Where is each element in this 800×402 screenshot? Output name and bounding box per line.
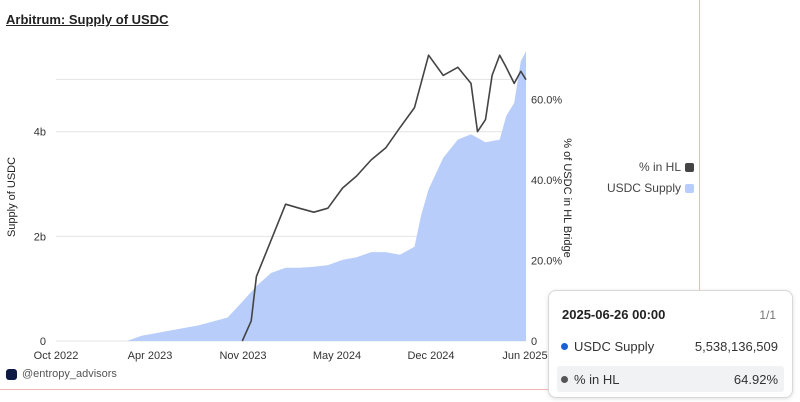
y-right-axis-ticks: 0 20.0% 40.0% 60.0%	[531, 95, 562, 348]
legend-item-hl-percent[interactable]: % in HL	[590, 160, 694, 174]
y-right-tick-label: 0	[531, 336, 537, 348]
legend-label: % in HL	[638, 160, 681, 174]
chart-panel: Arbitrum: Supply of USDC Oct 2022 Apr 202…	[0, 0, 700, 390]
y-left-tick-label: 4b	[34, 127, 46, 139]
chart-tooltip: 2025-06-26 00:00 1/1 USDC Supply 5,538,1…	[548, 290, 793, 398]
tooltip-row-value: 64.92%	[733, 371, 778, 387]
usdc-supply-area-layer	[127, 51, 526, 341]
chart-title: Arbitrum: Supply of USDC	[6, 12, 169, 27]
legend-swatch	[685, 183, 694, 193]
legend-item-usdc-supply[interactable]: USDC Supply	[590, 181, 694, 195]
tooltip-row-usdc-supply: USDC Supply 5,538,136,509	[557, 333, 784, 359]
x-tick-label: Nov 2023	[219, 350, 266, 362]
y-right-tick-label: 20.0%	[531, 256, 562, 268]
entropy-logo-icon	[6, 368, 17, 380]
y-left-tick-label: 0	[40, 336, 46, 348]
x-tick-label: Apr 2023	[128, 350, 173, 362]
legend-swatch	[685, 162, 694, 172]
tooltip-row-hl-percent: % in HL 64.92%	[557, 366, 784, 392]
x-tick-label: Jun 2025	[502, 350, 547, 362]
tooltip-date: 2025-06-26 00:00	[562, 307, 666, 322]
watermark-text: @entropy_advisors	[22, 368, 117, 380]
y-left-tick-label: 2b	[34, 231, 46, 243]
watermark: @entropy_advisors	[6, 368, 117, 380]
x-tick-label: May 2024	[313, 350, 361, 362]
x-tick-label: Oct 2022	[34, 350, 79, 362]
tooltip-row-value: 5,538,136,509	[694, 338, 778, 354]
tooltip-row-label: % in HL	[574, 371, 620, 387]
y-left-axis-title: Supply of USDC	[6, 157, 18, 237]
y-right-tick-label: 40.0%	[531, 175, 562, 187]
y-right-axis-title: % of USDC in HL Bridge	[561, 138, 573, 257]
x-tick-label: Dec 2024	[407, 350, 454, 362]
tooltip-row-label: USDC Supply	[574, 338, 655, 354]
y-left-axis-ticks: 0 2b 4b	[34, 127, 46, 348]
x-axis-ticks: Oct 2022 Apr 2023 Nov 2023 May 2024 Dec 2024…	[34, 350, 548, 362]
usdc-supply-area	[127, 51, 526, 341]
series-dot-icon	[561, 342, 568, 350]
hl-percent-line	[241, 54, 527, 342]
chart-canvas: Oct 2022 Apr 2023 Nov 2023 May 2024 Dec 2024…	[6, 51, 573, 362]
tooltip-page-indicator: 1/1	[759, 308, 776, 322]
legend-label: USDC Supply	[606, 181, 681, 195]
hl-percent-line-layer	[241, 54, 527, 342]
series-dot-icon	[561, 375, 568, 383]
chart-legend: % in HL USDC Supply	[590, 160, 694, 202]
y-right-tick-label: 60.0%	[531, 95, 562, 107]
